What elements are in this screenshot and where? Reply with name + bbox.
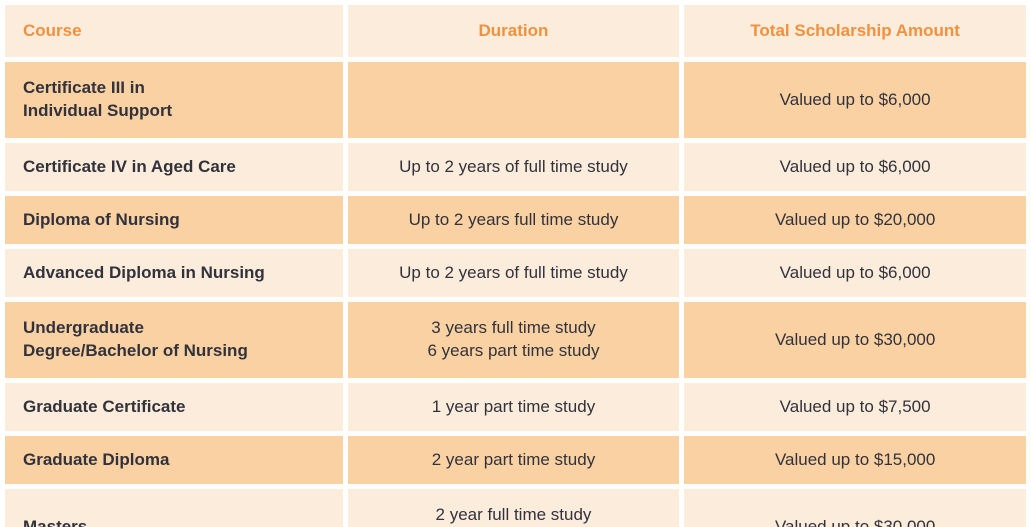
course-cell: Certificate III in Individual Support — [5, 62, 343, 138]
table-row: Graduate Certificate 1 year part time st… — [5, 383, 1026, 431]
table-header-row: Course Duration Total Scholarship Amount — [5, 5, 1026, 57]
table-row: Certificate III in Individual Support Va… — [5, 62, 1026, 138]
duration-cell: 1 year part time study — [347, 383, 680, 431]
amount-cell: Valued up to $30,000 — [684, 302, 1026, 378]
duration-cell: 3 years full time study 6 years part tim… — [347, 302, 680, 378]
column-header-duration: Duration — [347, 5, 680, 57]
table-row: Graduate Diploma 2 year part time study … — [5, 436, 1026, 484]
amount-cell: Valued up to $30,000 — [684, 489, 1026, 527]
amount-cell: Valued up to $6,000 — [684, 249, 1026, 297]
table-row: Masters 2 year full time study 4 years p… — [5, 489, 1026, 527]
amount-cell: Valued up to $20,000 — [684, 196, 1026, 244]
table-row: Diploma of Nursing Up to 2 years full ti… — [5, 196, 1026, 244]
course-cell: Masters — [5, 489, 343, 527]
amount-cell: Valued up to $7,500 — [684, 383, 1026, 431]
course-cell: Graduate Diploma — [5, 436, 343, 484]
duration-cell: 2 year full time study 4 years part time… — [347, 489, 680, 527]
duration-cell — [347, 62, 680, 138]
column-header-course: Course — [5, 5, 343, 57]
duration-cell: Up to 2 years full time study — [347, 196, 680, 244]
duration-cell: Up to 2 years of full time study — [347, 143, 680, 191]
course-cell: Advanced Diploma in Nursing — [5, 249, 343, 297]
table-row: Certificate IV in Aged Care Up to 2 year… — [5, 143, 1026, 191]
duration-cell: 2 year part time study — [347, 436, 680, 484]
amount-cell: Valued up to $6,000 — [684, 62, 1026, 138]
amount-cell: Valued up to $6,000 — [684, 143, 1026, 191]
column-header-amount: Total Scholarship Amount — [684, 5, 1026, 57]
table-row: Advanced Diploma in Nursing Up to 2 year… — [5, 249, 1026, 297]
amount-cell: Valued up to $15,000 — [684, 436, 1026, 484]
course-cell: Diploma of Nursing — [5, 196, 343, 244]
table-row: Undergraduate Degree/Bachelor of Nursing… — [5, 302, 1026, 378]
course-cell: Undergraduate Degree/Bachelor of Nursing — [5, 302, 343, 378]
duration-cell: Up to 2 years of full time study — [347, 249, 680, 297]
course-cell: Graduate Certificate — [5, 383, 343, 431]
course-cell: Certificate IV in Aged Care — [5, 143, 343, 191]
